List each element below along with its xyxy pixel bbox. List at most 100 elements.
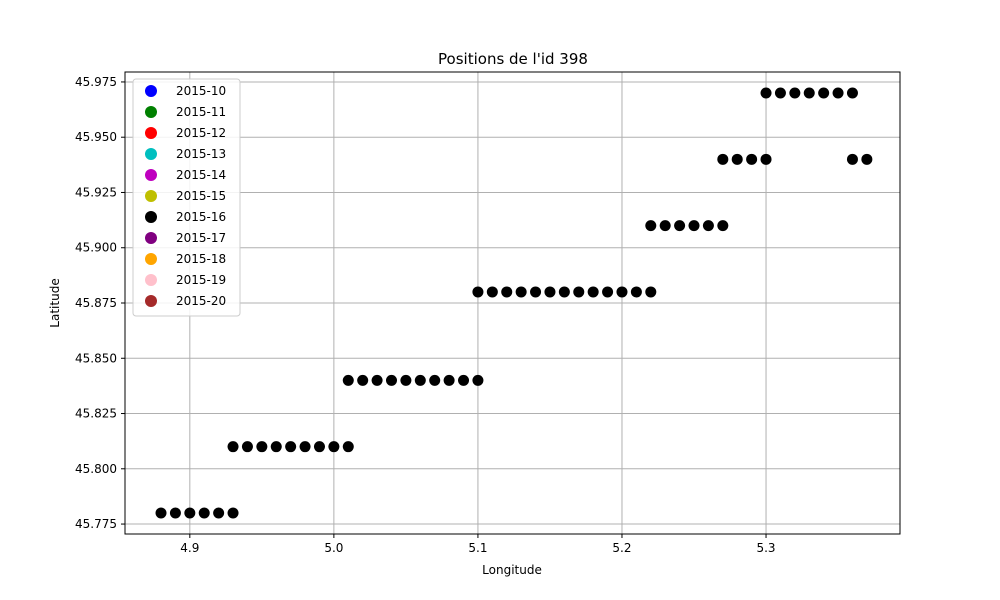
data-point [342,374,354,386]
data-point [270,441,282,453]
legend-marker [145,190,157,202]
data-point [169,507,181,519]
data-point [674,220,686,232]
plot-area-frame [124,71,901,535]
data-point [357,374,369,386]
data-point [285,441,297,453]
legend-label: 2015-13 [176,147,226,161]
data-point [558,286,570,298]
legend-box [132,78,241,317]
data-point [861,153,873,165]
data-point [458,374,470,386]
data-point [688,220,700,232]
x-tick-label: 5.1 [468,541,487,555]
grid-lines [125,72,900,534]
legend-label: 2015-14 [176,168,226,182]
data-point [818,87,830,99]
legend-label: 2015-11 [176,105,226,119]
legend-marker [145,127,157,139]
data-points [155,87,873,519]
legend-label: 2015-18 [176,252,226,266]
data-point [213,507,225,519]
data-point [602,286,614,298]
legend: 2015-10 2015-11 2015-12 2015-13 2015-14 2015-… [132,78,241,317]
legend-label: 2015-20 [176,294,226,308]
data-point [414,374,426,386]
chart-title: Positions de l'id 398 [438,50,588,68]
data-point [717,153,729,165]
data-point [443,374,455,386]
data-point [155,507,167,519]
legend-label: 2015-10 [176,84,226,98]
legend-marker [145,295,157,307]
x-tick-label: 5.3 [756,541,775,555]
y-tick-label: 45.875 [75,296,117,310]
data-point [630,286,642,298]
y-tick-label: 45.800 [75,462,117,476]
data-point [659,220,671,232]
y-tick-label: 45.850 [75,351,117,365]
data-point [313,441,325,453]
data-point [184,507,196,519]
data-point [429,374,441,386]
data-point [760,87,772,99]
data-point [371,374,383,386]
data-point [385,374,397,386]
y-tick-label: 45.925 [75,185,117,199]
data-point [616,286,628,298]
data-point [472,374,484,386]
x-tick-label: 4.9 [180,541,199,555]
data-point [846,87,858,99]
data-point [832,87,844,99]
data-point [227,507,239,519]
x-axis-title: Longitude [482,563,542,577]
data-point [342,441,354,453]
legend-marker [145,211,157,223]
data-point [746,153,758,165]
legend-label: 2015-12 [176,126,226,140]
data-point [846,153,858,165]
legend-marker [145,274,157,286]
data-point [198,507,210,519]
data-point [241,441,253,453]
data-point [702,220,714,232]
data-point [717,220,729,232]
data-point [587,286,599,298]
legend-marker [145,106,157,118]
axis-ticks: 4.9 5.0 5.1 5.2 5.3 45.775 45.800 45.825 45.850 4… [75,75,776,555]
y-tick-label: 45.900 [75,241,117,255]
data-point [544,286,556,298]
x-tick-label: 5.2 [612,541,631,555]
y-axis-title: Latitude [48,278,62,327]
data-point [645,220,657,232]
data-point [299,441,311,453]
data-point [731,153,743,165]
legend-label: 2015-16 [176,210,226,224]
y-tick-label: 45.775 [75,517,117,531]
data-point [573,286,585,298]
y-tick-label: 45.975 [75,75,117,89]
data-point [515,286,527,298]
data-point [530,286,542,298]
legend-marker [145,148,157,160]
legend-label: 2015-19 [176,273,226,287]
data-point [803,87,815,99]
data-point [486,286,498,298]
data-point [256,441,268,453]
legend-marker [145,232,157,244]
data-point [760,153,772,165]
legend-marker [145,253,157,265]
legend-label: 2015-15 [176,189,226,203]
y-tick-label: 45.950 [75,130,117,144]
x-tick-label: 5.0 [324,541,343,555]
data-point [789,87,801,99]
data-point [472,286,484,298]
data-point [645,286,657,298]
y-tick-label: 45.825 [75,407,117,421]
data-point [227,441,239,453]
legend-marker [145,169,157,181]
data-point [328,441,340,453]
data-point [400,374,412,386]
data-point [501,286,513,298]
data-point [774,87,786,99]
